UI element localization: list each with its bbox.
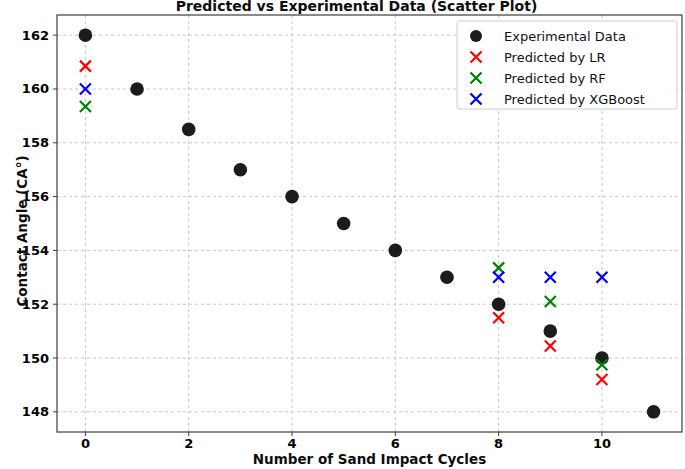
y-axis-label: Contact Angle (CA°) bbox=[14, 141, 30, 321]
x-tick-label: 4 bbox=[287, 436, 296, 451]
legend-label: Predicted by LR bbox=[504, 50, 606, 65]
marker-experimental-data bbox=[79, 28, 93, 42]
marker-experimental-data bbox=[337, 217, 351, 231]
marker-experimental-data bbox=[543, 324, 557, 338]
x-tick-label: 6 bbox=[391, 436, 400, 451]
marker-predicted-by-lr bbox=[545, 340, 556, 351]
series-predicted-by-rf bbox=[80, 101, 608, 370]
plot-canvas: 0246810148150152154156158160162Experimen… bbox=[0, 0, 685, 469]
legend-experimental-data-marker-icon bbox=[470, 30, 482, 42]
legend: Experimental Data Predicted by LR Predicte… bbox=[457, 21, 677, 109]
marker-experimental-data bbox=[389, 244, 403, 258]
x-tick-label: 0 bbox=[81, 436, 90, 451]
marker-experimental-data bbox=[130, 82, 144, 96]
marker-experimental-data bbox=[440, 271, 454, 285]
marker-predicted-by-rf bbox=[80, 101, 91, 112]
marker-predicted-by-rf bbox=[493, 262, 504, 273]
x-tick-label: 2 bbox=[184, 436, 193, 451]
chart-title: Predicted vs Experimental Data (Scatter … bbox=[44, 0, 669, 14]
y-tick-label: 148 bbox=[22, 404, 49, 419]
series-predicted-by-xgboost bbox=[80, 83, 608, 282]
x-tick-label: 10 bbox=[593, 436, 611, 451]
marker-experimental-data bbox=[647, 405, 661, 419]
scatter-plot-figure: 0246810148150152154156158160162Experimen… bbox=[0, 0, 685, 469]
marker-experimental-data bbox=[595, 351, 609, 365]
marker-experimental-data bbox=[492, 297, 506, 311]
legend-label: Predicted by XGBoost bbox=[504, 92, 645, 107]
marker-predicted-by-rf bbox=[545, 296, 556, 307]
y-tick-label: 150 bbox=[22, 351, 49, 366]
y-tick-label: 160 bbox=[22, 81, 49, 96]
legend-label: Predicted by RF bbox=[504, 71, 606, 86]
y-tick-label: 162 bbox=[22, 28, 49, 43]
marker-experimental-data bbox=[234, 163, 248, 177]
marker-predicted-by-xgboost bbox=[545, 272, 556, 283]
marker-experimental-data bbox=[182, 123, 196, 137]
x-axis-label: Number of Sand Impact Cycles bbox=[57, 451, 682, 467]
x-tick-label: 8 bbox=[494, 436, 503, 451]
legend-label: Experimental Data bbox=[504, 29, 626, 44]
marker-experimental-data bbox=[285, 190, 299, 204]
